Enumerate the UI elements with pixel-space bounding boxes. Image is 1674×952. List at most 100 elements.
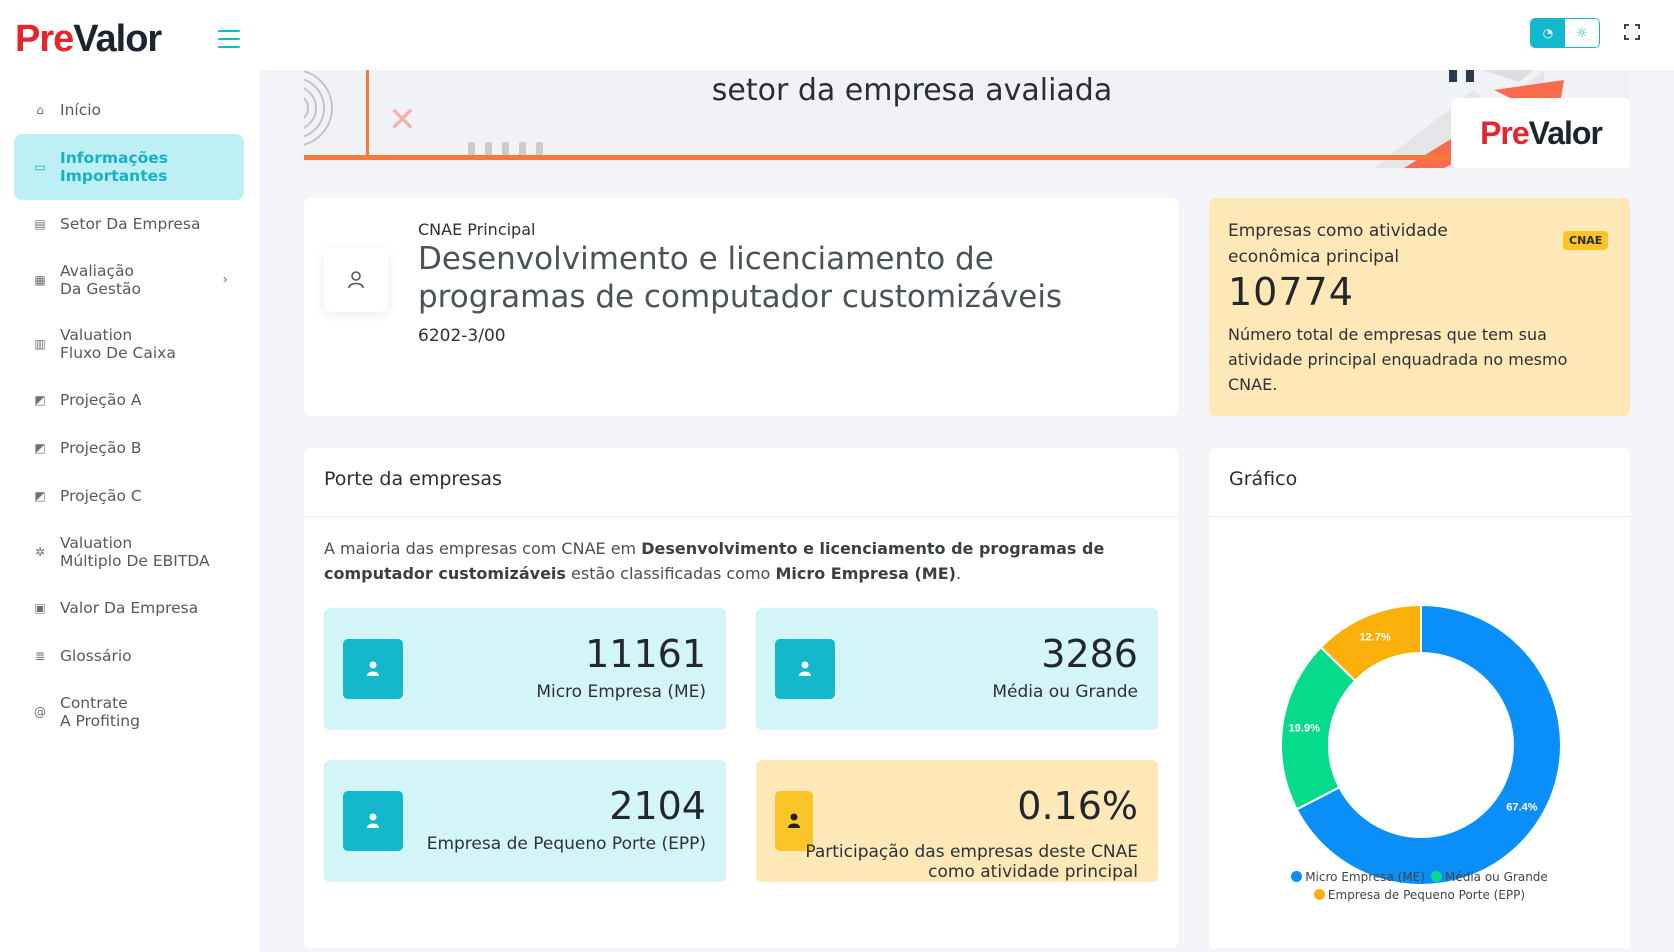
banner-bar-decoration: [304, 155, 1454, 160]
donut-label-0: 67.4%: [1506, 801, 1537, 813]
light-mode-icon[interactable]: ☼: [1565, 19, 1599, 47]
legend-label: Média ou Grande: [1444, 870, 1548, 884]
sidebar-item-label: Informações Importantes: [60, 149, 169, 185]
dark-mode-icon[interactable]: ◔: [1531, 19, 1565, 47]
divider: [1209, 516, 1630, 517]
banner-logo-pre: Pre: [1480, 114, 1530, 151]
banner-arcs-decoration: [304, 70, 333, 146]
sidebar-item-label: Projeção B: [60, 439, 142, 457]
legend-label: Micro Empresa (ME): [1305, 870, 1425, 884]
sidebar-item-0[interactable]: ⌂ Início: [14, 86, 244, 134]
calendar-icon: ▦: [34, 273, 46, 287]
sidebar-item-label: Projeção C: [60, 487, 142, 505]
sidebar-item-9[interactable]: ▣ Valor Da Empresa: [14, 584, 244, 632]
area-chart-icon: ◩: [34, 393, 46, 407]
tile-media-grande: 3286 Média ou Grande: [756, 608, 1158, 730]
tile-participacao: 0.16% Participação das empresas deste CN…: [756, 760, 1158, 882]
sidebar-item-11[interactable]: @ Contrate A Profiting: [14, 680, 244, 744]
inbox-icon: ▭: [34, 160, 46, 174]
tile-label: Micro Empresa (ME): [536, 682, 706, 702]
user-icon: [324, 248, 388, 312]
fullscreen-icon[interactable]: [1624, 24, 1640, 40]
cnae-title: Desenvolvimento e licenciamento de progr…: [418, 241, 1063, 315]
sidebar-item-label: Contrate A Profiting: [60, 694, 140, 730]
tile-label: Média ou Grande: [992, 682, 1138, 702]
sidebar-item-label: Avaliação Da Gestão: [60, 262, 142, 298]
cnae-count-description: Número total de empresas que tem sua ati…: [1228, 325, 1568, 394]
cnae-count-heading: Empresas como atividade econômica princi…: [1228, 221, 1448, 267]
porte-summary: A maioria das empresas com CNAE em Desen…: [324, 536, 1154, 586]
banner-logo-valor: Valor: [1528, 114, 1603, 151]
banner-title: setor da empresa avaliada: [711, 73, 1113, 108]
home-icon: ⌂: [36, 103, 44, 117]
sidebar-item-7[interactable]: ◩ Projeção C: [14, 472, 244, 520]
banner-dots-decoration: [468, 142, 553, 164]
banner: ✕ setor da empresa avaliada Pre Valor: [304, 70, 1630, 168]
donut-slice-2[interactable]: [1319, 603, 1422, 683]
sidebar-item-6[interactable]: ◩ Projeção B: [14, 424, 244, 472]
settings-icon: ✲: [34, 545, 46, 559]
logo-pre: Pre: [15, 18, 74, 60]
cnae-label: CNAE Principal: [418, 220, 536, 239]
money-icon: ▣: [34, 601, 46, 615]
tile-value: 2104: [609, 784, 706, 828]
cnae-code: 6202-3/00: [418, 326, 506, 346]
legend-dot: [1430, 871, 1442, 882]
sidebar-item-label: Glossário: [60, 647, 132, 665]
legend-item-0[interactable]: Micro Empresa (ME): [1291, 868, 1425, 886]
donut-chart: 67.4% 19.9% 12.7%: [1280, 603, 1562, 886]
porte-text-prefix: A maioria das empresas com CNAE em: [324, 539, 642, 558]
porte-text-suffix: .: [955, 564, 962, 583]
sidebar-item-5[interactable]: ◩ Projeção A: [14, 376, 244, 424]
sidebar-item-label: Início: [60, 101, 102, 119]
person-icon: [775, 791, 813, 851]
area-chart-icon: ◩: [34, 489, 46, 503]
cnae-count-card: Empresas como atividade econômica princi…: [1209, 198, 1630, 416]
sidebar-item-label: Projeção A: [60, 391, 142, 409]
area-chart-icon: ◩: [34, 441, 46, 455]
sidebar-item-10[interactable]: ≣ Glossário: [14, 632, 244, 680]
logo-valor: Valor: [73, 18, 162, 60]
chevron-right-icon: ›: [222, 272, 228, 288]
tile-epp: 2104 Empresa de Pequeno Porte (EPP): [324, 760, 726, 882]
tile-label: Empresa de Pequeno Porte (EPP): [426, 834, 706, 854]
sidebar-item-label: Valuation Múltiplo De EBITDA: [60, 534, 210, 570]
theme-toggle[interactable]: ◔ ☼: [1530, 18, 1600, 48]
cnae-badge: CNAE: [1563, 231, 1609, 250]
sidebar-nav: ⌂ Início ▭ Informações Importantes ▤ Setor Da…: [14, 86, 244, 744]
donut-slice-0[interactable]: [1295, 603, 1562, 886]
porte-text-middle: estão classificadas como: [565, 564, 776, 583]
sidebar-item-1[interactable]: ▭ Informações Importantes: [14, 134, 244, 200]
at-icon: @: [34, 705, 46, 719]
porte-text-class: Micro Empresa (ME): [775, 564, 956, 583]
logo[interactable]: PreValor: [15, 18, 162, 61]
sidebar-item-3[interactable]: ▦ Avaliação Da Gestão ›: [14, 248, 244, 312]
cnae-card: CNAE Principal Desenvolvimento e licenci…: [304, 198, 1178, 416]
grafico-card: Gráfico 67.4% 19.9% 12.7% Micro Empresa (M…: [1209, 448, 1630, 948]
legend-item-2[interactable]: Empresa de Pequeno Porte (EPP): [1313, 886, 1526, 904]
person-icon: [775, 639, 835, 699]
chart-legend: Micro Empresa (ME) Média ou Grande Empresa…: [1209, 868, 1630, 904]
grafico-title: Gráfico: [1229, 468, 1298, 490]
legend-dot: [1313, 889, 1325, 900]
id-card-icon: ▤: [34, 217, 46, 231]
list-icon: ≣: [34, 649, 46, 663]
sidebar-item-8[interactable]: ✲ Valuation Múltiplo De EBITDA: [14, 520, 244, 584]
cnae-count-value: 10774: [1228, 270, 1354, 314]
person-icon: [343, 639, 403, 699]
divider: [304, 516, 1178, 517]
sidebar-item-4[interactable]: ▥ Valuation Fluxo De Caixa: [14, 312, 244, 376]
donut-label-2: 12.7%: [1360, 631, 1391, 643]
sidebar-item-2[interactable]: ▤ Setor Da Empresa: [14, 200, 244, 248]
tile-micro-empresa: 11161 Micro Empresa (ME): [324, 608, 726, 730]
bar-chart-icon: ▥: [34, 337, 46, 351]
banner-logo: Pre Valor: [1451, 98, 1630, 168]
sidebar-item-label: Valuation Fluxo De Caixa: [60, 326, 176, 362]
tile-value: 11161: [585, 632, 706, 676]
person-icon: [343, 791, 403, 851]
legend-label: Empresa de Pequeno Porte (EPP): [1327, 888, 1526, 902]
menu-toggle-icon[interactable]: [218, 30, 240, 48]
tile-value: 0.16%: [1017, 784, 1138, 828]
legend-item-1[interactable]: Média ou Grande: [1430, 868, 1548, 886]
banner-x-decoration: ✕: [388, 100, 417, 140]
